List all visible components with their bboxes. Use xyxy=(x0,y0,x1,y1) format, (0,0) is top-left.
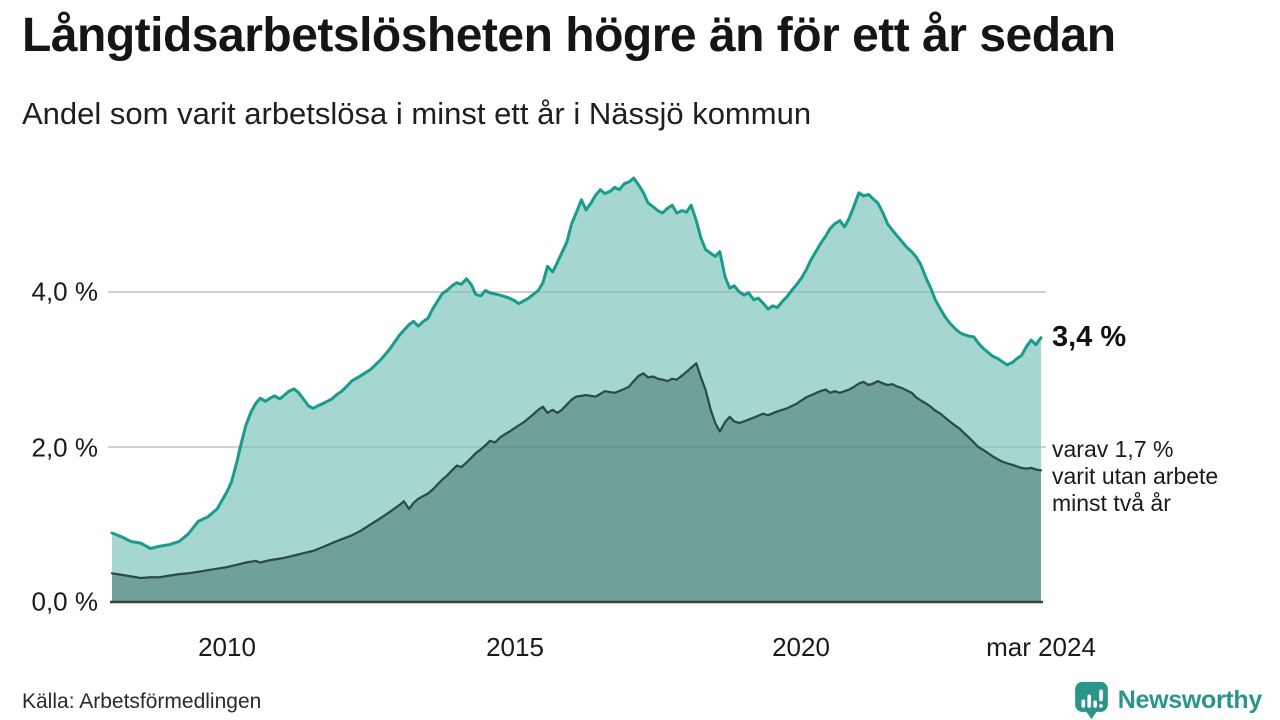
page-subtitle: Andel som varit arbetslösa i minst ett å… xyxy=(22,96,812,131)
x-axis-tick-2010: 2010 xyxy=(198,632,256,662)
source-note: Källa: Arbetsförmedlingen xyxy=(22,690,262,713)
latest-value-label: 3,4 % xyxy=(1052,321,1127,353)
two-year-annotation: varav 1,7 % varit utan arbete minst två … xyxy=(1052,436,1218,517)
two-year-annotation-line1: varav 1,7 % xyxy=(1052,436,1174,462)
newsworthy-logo-icon xyxy=(1074,681,1108,720)
two-year-annotation-line3: minst två år xyxy=(1052,490,1171,516)
y-axis-tick-2: 2,0 % xyxy=(31,432,99,463)
y-axis-tick-4: 4,0 % xyxy=(31,276,99,307)
y-axis-tick-0: 0,0 % xyxy=(31,586,99,617)
newsworthy-wordmark: Newsworthy xyxy=(1117,685,1263,714)
x-axis-tick-2020: 2020 xyxy=(772,632,830,662)
newsworthy-brand: Newsworthy xyxy=(1073,680,1262,720)
x-axis-tick-2015: 2015 xyxy=(486,632,544,662)
x-axis-tick-mar-2024: mar 2024 xyxy=(986,632,1096,662)
page-title: Långtidsarbetslösheten högre än för ett … xyxy=(22,9,1116,62)
two-year-annotation-line2: varit utan arbete xyxy=(1052,463,1219,489)
